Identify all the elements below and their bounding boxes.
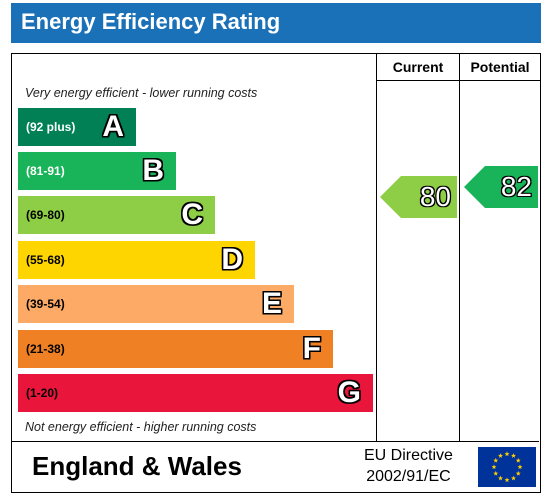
- note-inefficient: Not energy efficient - higher running co…: [25, 420, 257, 434]
- potential-rating-value: 82: [500, 171, 532, 202]
- band-range: (1-20): [26, 386, 59, 400]
- eu-star-icon: [504, 477, 510, 483]
- current-rating-arrow: 80: [380, 176, 457, 218]
- header-divider: [376, 80, 540, 81]
- band-letter: E: [261, 287, 282, 320]
- band-a: (92 plus) A: [18, 108, 136, 146]
- eu-star-icon: [515, 470, 521, 476]
- eu-directive: EU Directive 2002/91/EC: [364, 445, 453, 487]
- note-efficient: Very energy efficient - lower running co…: [25, 86, 258, 100]
- band-letter: G: [337, 376, 361, 409]
- band-f: (21-38) F: [18, 330, 333, 368]
- current-rating-value: 80: [419, 181, 451, 212]
- band-c: (69-80) C: [18, 196, 215, 234]
- eu-star-icon: [498, 475, 503, 481]
- eu-star-icon: [493, 470, 499, 476]
- band-b: (81-91) B: [18, 152, 176, 190]
- footer: England & Wales EU Directive 2002/91/EC: [12, 441, 539, 491]
- eu-star-icon: [511, 453, 516, 458]
- band-e: (39-54) E: [18, 285, 294, 323]
- divider-current: [376, 54, 377, 441]
- eu-star-icon: [493, 457, 499, 463]
- band-letter: F: [302, 332, 321, 365]
- band-range: (55-68): [26, 253, 65, 267]
- directive-line-2: 2002/91/EC: [366, 468, 451, 485]
- band-letter: D: [221, 243, 243, 276]
- band-g: (1-20) G: [18, 374, 373, 412]
- eu-star-icon: [504, 451, 510, 457]
- band-range: (81-91): [26, 164, 65, 178]
- region-label: England & Wales: [32, 451, 242, 481]
- band-range: (21-38): [26, 342, 65, 356]
- rating-chart: Current Potential Very energy efficient …: [11, 53, 541, 493]
- band-letter: A: [102, 110, 124, 143]
- band-letter: C: [181, 198, 203, 231]
- eu-star-icon: [517, 464, 523, 470]
- current-arrow-shape: [380, 176, 457, 218]
- potential-rating-arrow: 82: [464, 166, 538, 208]
- directive-line-1: EU Directive: [364, 447, 453, 464]
- band-range: (92 plus): [26, 120, 76, 134]
- eu-star-icon: [515, 457, 521, 463]
- potential-arrow-shape: [464, 166, 538, 208]
- footer-divider: [12, 441, 539, 442]
- page-title: Energy Efficiency Rating: [11, 3, 541, 43]
- column-current-header: Current: [392, 59, 444, 75]
- eu-star-icon: [491, 464, 497, 470]
- band-letter: B: [142, 154, 164, 187]
- divider-potential: [459, 54, 460, 441]
- eu-flag-icon: [478, 447, 536, 487]
- band-range: (39-54): [26, 297, 65, 311]
- band-d: (55-68) D: [18, 241, 255, 279]
- band-range: (69-80): [26, 208, 65, 222]
- eu-star-icon: [498, 453, 503, 458]
- eu-flag-stars: [491, 451, 523, 483]
- eu-star-icon: [511, 475, 516, 481]
- column-potential-header: Potential: [470, 59, 530, 75]
